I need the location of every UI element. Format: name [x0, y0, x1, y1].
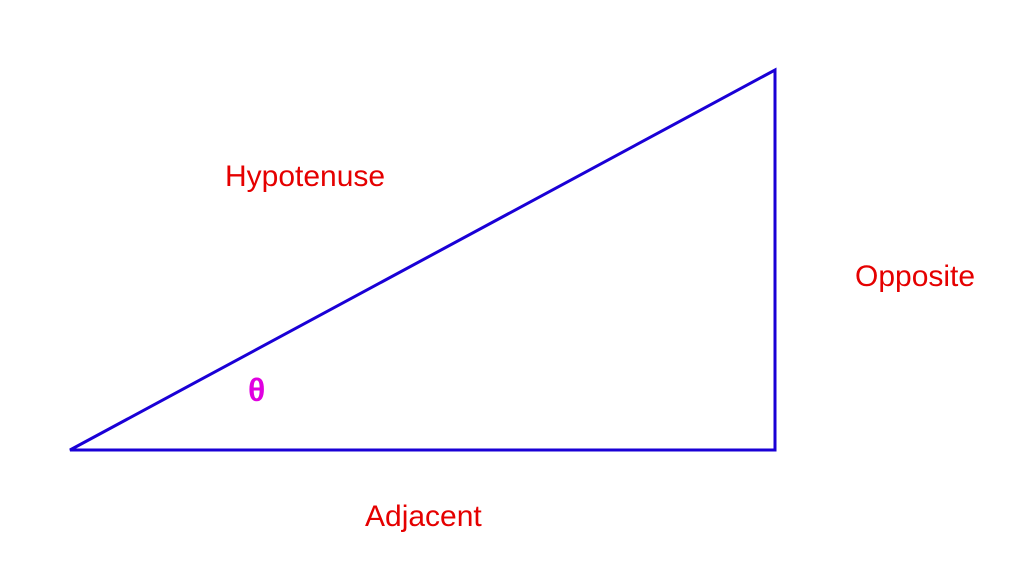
hypotenuse-label: Hypotenuse — [225, 160, 385, 194]
opposite-label: Opposite — [855, 260, 975, 294]
theta-angle-label: θ — [248, 372, 265, 409]
right-triangle-diagram: Hypotenuse Opposite Adjacent θ — [0, 0, 1024, 577]
adjacent-label: Adjacent — [365, 500, 482, 534]
triangle-polygon — [70, 70, 775, 450]
